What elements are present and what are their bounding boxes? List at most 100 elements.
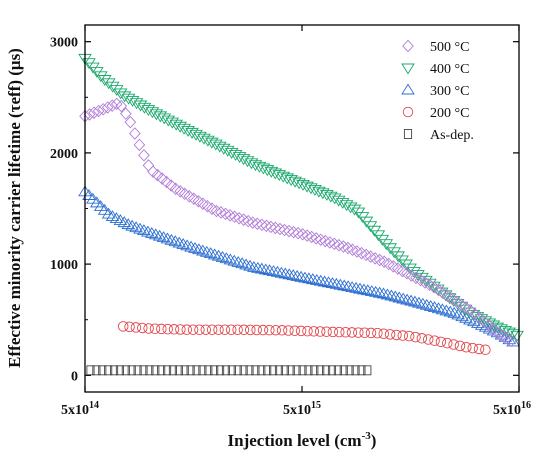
data-point: [260, 219, 273, 233]
data-point: [295, 325, 307, 337]
data-point: [447, 306, 462, 318]
data-point: [251, 324, 262, 336]
data-point: [308, 326, 320, 337]
data-point: [290, 269, 304, 281]
data-point: [215, 206, 227, 219]
data-point: [145, 365, 154, 376]
chart-marks: [78, 53, 524, 376]
data-point: [165, 179, 177, 192]
legend-marker: [403, 129, 413, 139]
data-point: [274, 365, 284, 376]
data-point: [478, 315, 490, 328]
data-point: [235, 257, 249, 269]
data-point: [347, 204, 362, 216]
data-point: [410, 331, 421, 343]
data-point: [482, 319, 495, 332]
data-point: [310, 365, 319, 376]
data-point: [137, 322, 148, 334]
data-point: [283, 325, 294, 336]
data-point: [160, 175, 173, 189]
data-point: [353, 327, 364, 338]
data-point: [168, 365, 178, 376]
data-point: [510, 330, 524, 342]
data-point: [316, 365, 325, 376]
data-point: [181, 324, 193, 335]
data-point: [302, 325, 313, 337]
legend-label: 400 °C: [430, 62, 469, 77]
data-point: [186, 365, 195, 376]
data-point: [164, 233, 179, 245]
data-point: [213, 324, 224, 335]
data-point: [197, 197, 209, 210]
data-point: [219, 207, 232, 221]
data-point: [187, 192, 200, 206]
data-point: [412, 296, 426, 308]
data-point: [376, 287, 391, 299]
data-point: [145, 107, 160, 119]
data-point: [183, 190, 196, 203]
data-point: [156, 323, 167, 335]
data-point: [392, 291, 407, 303]
data-point: [278, 223, 291, 237]
data-point: [302, 272, 316, 284]
data-point: [98, 365, 107, 376]
data-point: [306, 273, 320, 285]
data-point: [83, 108, 96, 121]
data-point: [200, 324, 212, 335]
data-point: [339, 365, 348, 376]
data-point: [368, 285, 383, 297]
data-point: [301, 229, 313, 242]
x-axis-title: Injection level (cm-3): [228, 430, 377, 450]
data-point: [473, 311, 486, 325]
data-point: [233, 211, 245, 225]
data-point: [157, 113, 172, 125]
data-point: [289, 325, 301, 336]
data-point: [215, 250, 230, 262]
data-point: [342, 241, 354, 255]
legend-item: 200 °C: [402, 106, 469, 121]
data-point: [276, 325, 288, 336]
data-point: [461, 341, 472, 353]
data-point: [117, 216, 132, 228]
data-point: [431, 302, 446, 314]
data-point: [269, 365, 278, 376]
data-point: [364, 250, 377, 263]
data-point: [105, 81, 120, 93]
data-point: [133, 365, 142, 376]
data-point: [378, 328, 389, 340]
data-point: [372, 286, 387, 298]
data-point: [210, 365, 219, 376]
data-point: [364, 285, 379, 296]
data-point: [435, 303, 450, 315]
data-point: [168, 324, 180, 335]
plot-frame: [84, 24, 520, 393]
data-point: [225, 324, 237, 335]
data-point: [165, 117, 180, 129]
data-point: [283, 224, 295, 238]
data-point: [337, 240, 350, 253]
legend-marker: [402, 106, 414, 118]
data-point: [151, 365, 160, 376]
data-point: [403, 263, 417, 275]
data-point: [450, 299, 465, 310]
data-point: [363, 365, 372, 376]
data-point: [124, 115, 137, 129]
data-point: [378, 255, 391, 269]
data-point: [242, 214, 255, 228]
series-square: [86, 365, 372, 376]
data-point: [92, 104, 105, 118]
data-point: [478, 316, 493, 328]
data-point: [321, 276, 336, 288]
data-point: [141, 105, 156, 116]
data-point: [415, 272, 429, 284]
data-point: [395, 255, 409, 267]
data-point: [231, 255, 246, 267]
data-point: [129, 221, 143, 233]
data-point: [304, 365, 313, 376]
data-point: [232, 324, 243, 335]
data-point: [254, 262, 269, 274]
data-point: [180, 365, 189, 376]
data-point: [274, 222, 286, 236]
legend-marker: [401, 63, 415, 75]
